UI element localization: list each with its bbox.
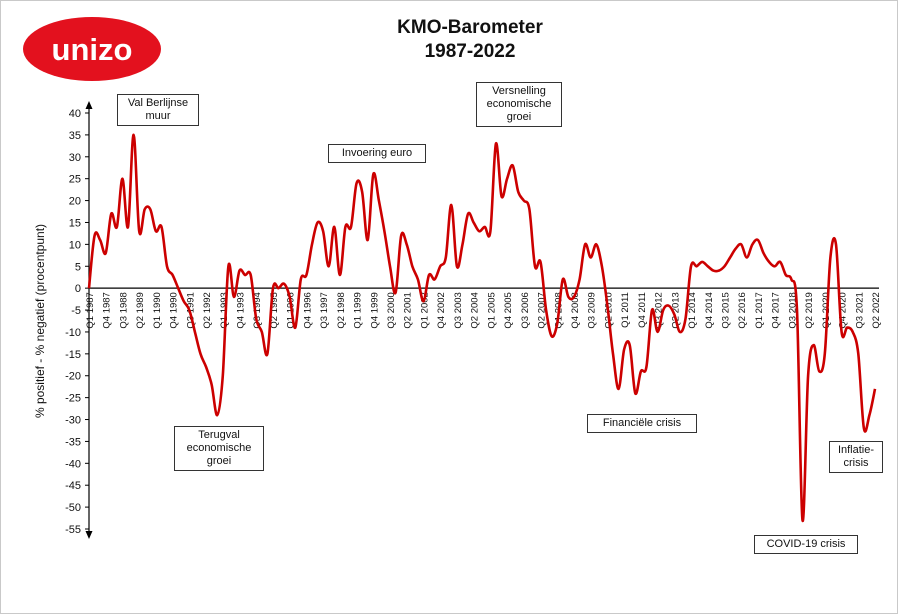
y-tick-label: 40: [69, 108, 81, 120]
x-tick-label: Q3 2018: [787, 292, 798, 328]
x-tick-label: Q4 1987: [102, 292, 113, 328]
x-tick-label: Q1 2011: [620, 292, 631, 328]
y-tick-label: 15: [69, 217, 81, 229]
x-tick-label: Q3 2006: [520, 292, 531, 328]
annotation-terugval: Terugval economische groei: [174, 426, 264, 471]
x-tick-label: Q3 1997: [319, 292, 330, 328]
y-tick-label: 35: [69, 130, 81, 142]
y-axis-title: % positief - % negatief (procentpunt): [33, 224, 47, 418]
y-tick-label: -35: [65, 436, 81, 448]
x-tick-label: Q3 2012: [654, 292, 665, 328]
x-tick-label: Q1 2017: [754, 292, 765, 328]
x-tick-label: Q4 1993: [236, 292, 247, 328]
x-tick-label: Q4 2008: [570, 292, 581, 328]
annotation-inflatie: Inflatie-crisis: [829, 441, 883, 473]
x-tick-label: Q4 1996: [302, 292, 313, 328]
x-tick-label: Q2 1992: [202, 292, 213, 328]
x-tick-label: Q2 2004: [470, 292, 481, 328]
x-tick-label: Q2 2022: [871, 292, 882, 328]
y-tick-label: -40: [65, 458, 81, 470]
x-tick-label: Q1 2014: [687, 292, 698, 328]
annotation-val-berlijnse-muur: Val Berlijnse muur: [117, 94, 199, 126]
annotation-financiele-crisis: Financiële crisis: [587, 414, 697, 433]
x-tick-label: Q2 1995: [269, 292, 280, 328]
x-tick-label: Q2 1989: [135, 292, 146, 328]
series-line: [87, 133, 877, 522]
x-tick-label: Q4 2002: [436, 292, 447, 328]
x-tick-label: Q4 2020: [838, 292, 849, 328]
x-tick-label: Q1 1987: [85, 292, 96, 328]
chart-title: KMO-Barometer: [397, 17, 543, 38]
y-axis-arrow-up: [85, 101, 93, 109]
annotation-invoering-euro: Invoering euro: [328, 144, 426, 163]
x-tick-label: Q1 1990: [152, 292, 163, 328]
unizo-logo: unizo: [23, 17, 161, 81]
y-tick-label: -20: [65, 371, 81, 383]
y-tick-label: 5: [75, 261, 81, 273]
y-tick-label: 20: [69, 196, 81, 208]
x-tick-label: Q4 2011: [637, 292, 648, 328]
annotation-versnelling: Versnelling economische groei: [476, 82, 562, 127]
x-tick-label: Q4 2005: [503, 292, 514, 328]
y-tick-label: -45: [65, 480, 81, 492]
x-tick-label: Q1 2005: [486, 292, 497, 328]
x-tick-label: Q3 1988: [118, 292, 129, 328]
annotation-covid: COVID-19 crisis: [754, 535, 858, 554]
x-tick-label: Q4 1999: [369, 292, 380, 328]
x-tick-label: Q3 1991: [185, 292, 196, 328]
x-tick-label: Q3 1994: [252, 292, 263, 328]
y-tick-label: 10: [69, 239, 81, 251]
x-tick-label: Q4 2014: [704, 292, 715, 328]
y-tick-label: -25: [65, 393, 81, 405]
y-tick-label: 0: [75, 283, 81, 295]
logo-text: unizo: [52, 32, 133, 67]
x-tick-label: Q3 2003: [453, 292, 464, 328]
y-tick-label: 25: [69, 174, 81, 186]
x-tick-label: Q2 2007: [537, 292, 548, 328]
y-tick-label: -15: [65, 349, 81, 361]
x-tick-label: Q2 1998: [336, 292, 347, 328]
x-tick-label: Q3 2021: [854, 292, 865, 328]
chart-subtitle: 1987-2022: [424, 41, 516, 62]
x-tick-label: Q2 2013: [670, 292, 681, 328]
y-tick-label: -30: [65, 415, 81, 427]
x-tick-label: Q2 2016: [737, 292, 748, 328]
x-tick-label: Q3 2015: [720, 292, 731, 328]
chart-title-block: KMO-Barometer 1987-2022: [300, 16, 640, 64]
y-tick-label: -10: [65, 327, 81, 339]
y-axis-arrow-down: [85, 531, 93, 539]
y-tick-label: -55: [65, 524, 81, 536]
x-tick-label: Q4 1990: [169, 292, 180, 328]
y-tick-label: -5: [71, 305, 81, 317]
y-tick-label: -50: [65, 502, 81, 514]
y-tick-label: 30: [69, 152, 81, 164]
x-tick-label: Q2 2019: [804, 292, 815, 328]
x-tick-label: Q3 2000: [386, 292, 397, 328]
x-tick-label: Q1 2002: [419, 292, 430, 328]
x-tick-label: Q4 2017: [771, 292, 782, 328]
x-tick-label: Q1 1999: [353, 292, 364, 328]
x-tick-label: Q3 2009: [587, 292, 598, 328]
x-tick-label: Q1 1993: [219, 292, 230, 328]
x-tick-label: Q2 2001: [403, 292, 414, 328]
